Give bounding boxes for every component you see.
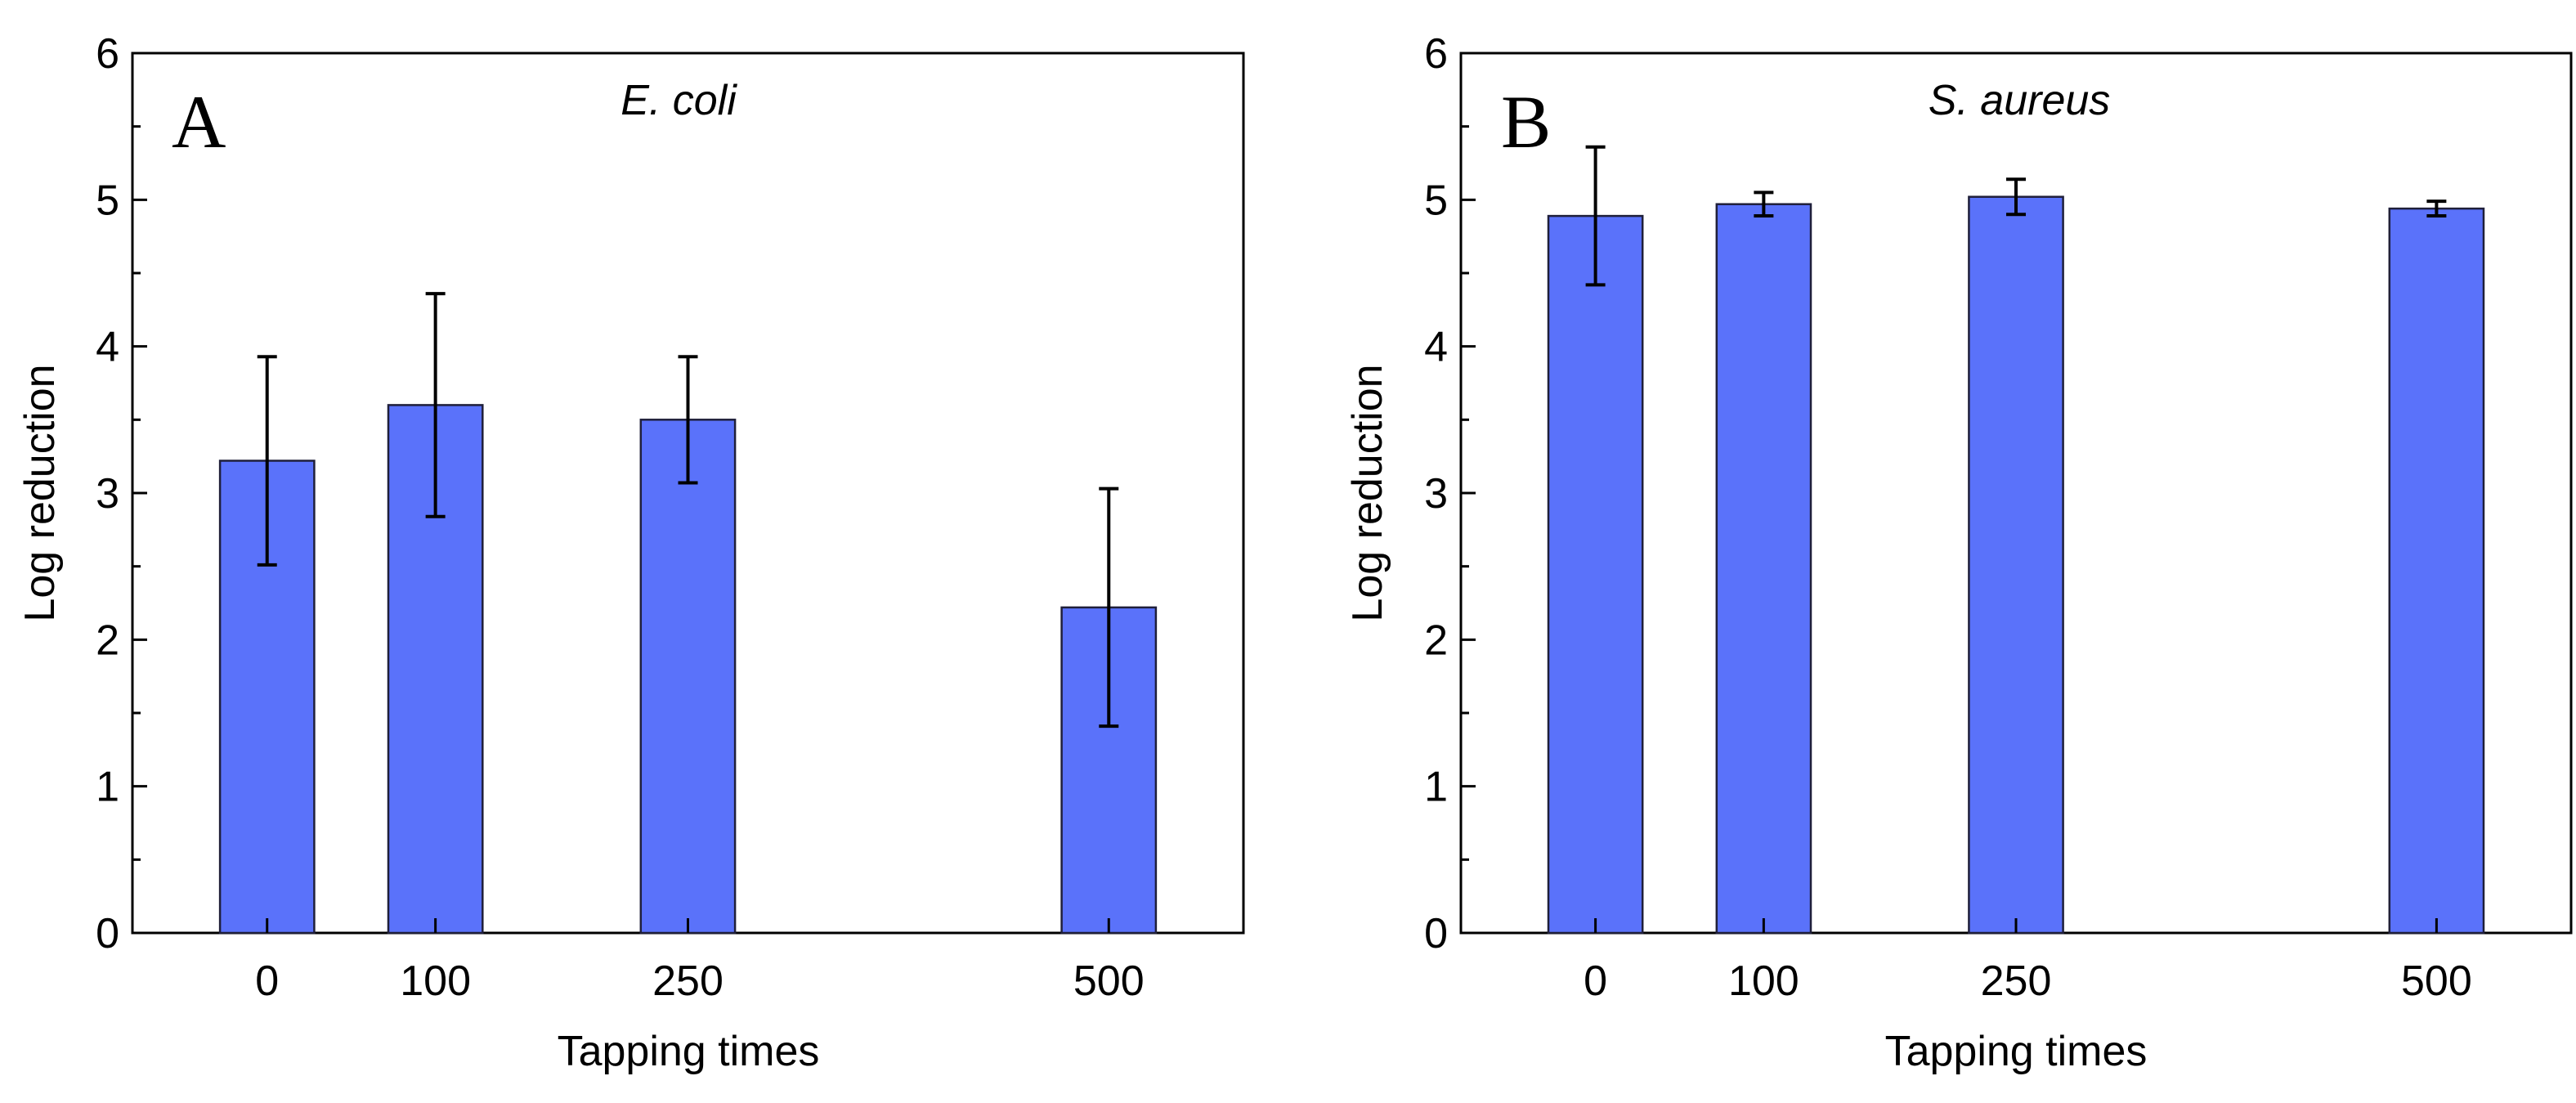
panel-a-error-bar-100 [425, 292, 446, 518]
panel-a-error-bar-0 [257, 355, 277, 567]
panel-b-error-bars [1585, 145, 2447, 287]
panel-a-bar-250 [639, 419, 737, 935]
panel-a-x-tick-label: 0 [255, 957, 279, 1005]
panel-a-y-tick-label: 2 [96, 617, 119, 664]
panel-b-y-ticks: 0 1 2 3 4 5 6 [1424, 30, 1476, 957]
panel-b-chart: B S. aureus 0 1 2 3 4 5 6 0 100 250 500 Tapping t… [1344, 30, 2573, 1075]
panel-b-y-tick-label: 1 [1424, 764, 1448, 811]
panel-b-x-tick-label: 0 [1584, 957, 1607, 1005]
panel-b-bar-250 [1968, 195, 2064, 935]
panel-b-error-bar-250 [2006, 177, 2026, 217]
panel-a-y-tick-label: 5 [96, 177, 119, 224]
panel-a-x-tick-label: 100 [400, 957, 471, 1005]
panel-b-y-tick-label: 4 [1424, 324, 1448, 371]
panel-a-x-ticks: 0 100 250 500 [255, 918, 1145, 1005]
panel-b-error-bar-500 [2426, 200, 2447, 218]
panel-a-y-tick-label: 4 [96, 324, 119, 371]
panel-a-error-bar-250 [678, 355, 698, 485]
panel-b-bars [1547, 195, 2485, 935]
panel-b-x-tick-label: 100 [1728, 957, 1799, 1005]
panel-a-x-axis-label: Tapping times [558, 1028, 820, 1075]
panel-b-y-tick-label: 0 [1424, 910, 1448, 957]
panel-b-y-axis-label: Log reduction [1344, 364, 1391, 621]
panel-a-title: E. coli [620, 77, 737, 124]
panel-b-letter: B [1501, 80, 1551, 164]
panel-b-x-tick-label: 250 [1981, 957, 2052, 1005]
panel-a-y-tick-label: 3 [96, 470, 119, 518]
panel-a-y-tick-label: 6 [96, 30, 119, 78]
panel-a-x-tick-label: 500 [1073, 957, 1145, 1005]
panel-b-error-bar-0 [1585, 145, 1606, 287]
panel-a-y-ticks: 0 1 2 3 4 5 6 [96, 30, 147, 957]
panel-b-bar-500 [2388, 207, 2485, 935]
panel-b-bar-100 [1715, 203, 1812, 935]
panel-b-title: S. aureus [1929, 77, 2111, 124]
panel-a-error-bars [257, 292, 1119, 729]
panel-a-y-tick-label: 1 [96, 764, 119, 811]
panel-b-y-tick-label: 2 [1424, 617, 1448, 664]
panel-a-y-axis-label: Log reduction [16, 364, 64, 621]
panel-b-bar-0 [1547, 214, 1644, 935]
panel-b-x-axis-label: Tapping times [1885, 1028, 2148, 1075]
panel-a-letter: A [172, 80, 226, 164]
panel-a-error-bar-500 [1099, 486, 1119, 729]
panel-b-error-bar-100 [1754, 191, 1774, 218]
panel-b-y-tick-label: 3 [1424, 470, 1448, 518]
panel-a-chart: A E. coli 0 1 2 3 4 5 6 0 100 250 500 Tapping tim… [16, 30, 1245, 1075]
panel-b-x-tick-label: 500 [2401, 957, 2472, 1005]
panel-b-x-ticks: 0 100 250 500 [1584, 918, 2472, 1005]
panel-b-y-tick-label: 5 [1424, 177, 1448, 224]
panel-a-x-tick-label: 250 [652, 957, 724, 1005]
panel-b-y-tick-label: 6 [1424, 30, 1448, 78]
panel-a-y-tick-label: 0 [96, 910, 119, 957]
